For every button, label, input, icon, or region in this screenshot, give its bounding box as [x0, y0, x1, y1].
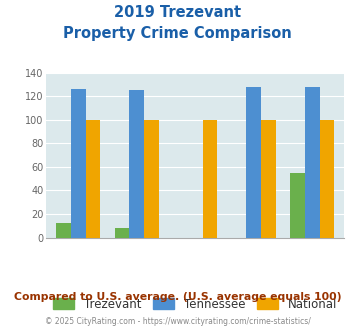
Bar [246, 87, 261, 238]
Bar [290, 173, 305, 238]
Bar [71, 89, 86, 238]
Text: Property Crime Comparison: Property Crime Comparison [63, 26, 292, 41]
Bar [86, 120, 100, 238]
Bar [56, 223, 71, 238]
Bar [261, 120, 275, 238]
Legend: Trezevant, Tennessee, National: Trezevant, Tennessee, National [49, 293, 342, 315]
Bar [203, 120, 217, 238]
Bar [130, 90, 144, 238]
Bar [320, 120, 334, 238]
Bar [115, 228, 130, 238]
Text: 2019 Trezevant: 2019 Trezevant [114, 5, 241, 20]
Bar [144, 120, 159, 238]
Text: Compared to U.S. average. (U.S. average equals 100): Compared to U.S. average. (U.S. average … [14, 292, 341, 302]
Text: © 2025 CityRating.com - https://www.cityrating.com/crime-statistics/: © 2025 CityRating.com - https://www.city… [45, 317, 310, 326]
Bar [305, 87, 320, 238]
